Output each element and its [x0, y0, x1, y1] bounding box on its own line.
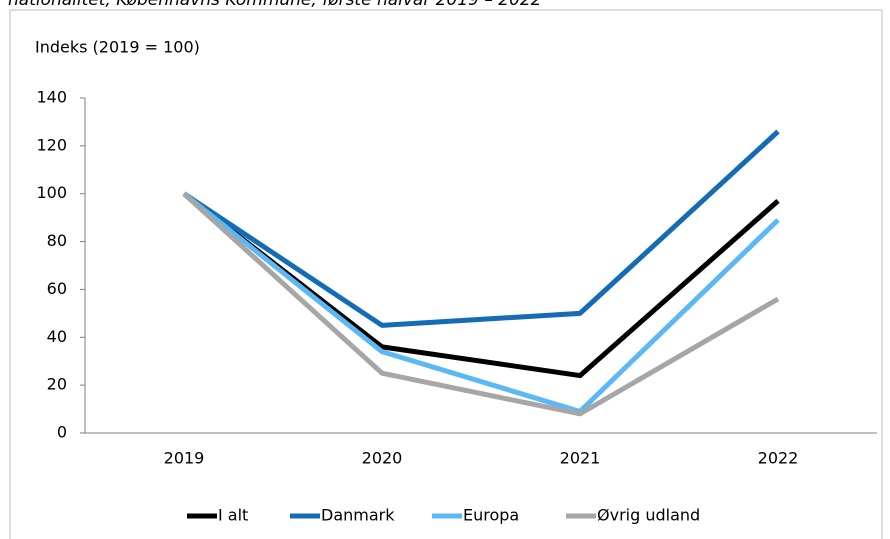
- y-tick-label: 100: [36, 183, 67, 202]
- frame: [9, 9, 883, 539]
- y-axis-label: Indeks (2019 = 100): [35, 38, 200, 57]
- x-tick-label: 2022: [758, 449, 799, 468]
- y-tick-label: 20: [47, 375, 67, 394]
- x-tick-label: 2021: [560, 449, 601, 468]
- y-tick-label: 80: [47, 231, 67, 250]
- x-tick-label: 2019: [164, 449, 205, 468]
- legend-label: Danmark: [321, 506, 395, 525]
- y-tick-label: 0: [57, 423, 67, 442]
- legend-label: I alt: [218, 506, 248, 525]
- chart-title: nationalitet, Københavns Kommune, første…: [8, 0, 542, 10]
- series-line: [182, 191, 780, 417]
- legend-label: Øvrig udland: [597, 506, 700, 525]
- x-tick-label: 2020: [362, 449, 403, 468]
- y-tick-label: 140: [36, 88, 67, 107]
- legend-label: Europa: [463, 506, 519, 525]
- y-tick-label: 120: [36, 135, 67, 154]
- y-tick-label: 60: [47, 279, 67, 298]
- y-tick-label: 40: [47, 327, 67, 346]
- series-line: [182, 129, 780, 328]
- series-line: [182, 191, 780, 414]
